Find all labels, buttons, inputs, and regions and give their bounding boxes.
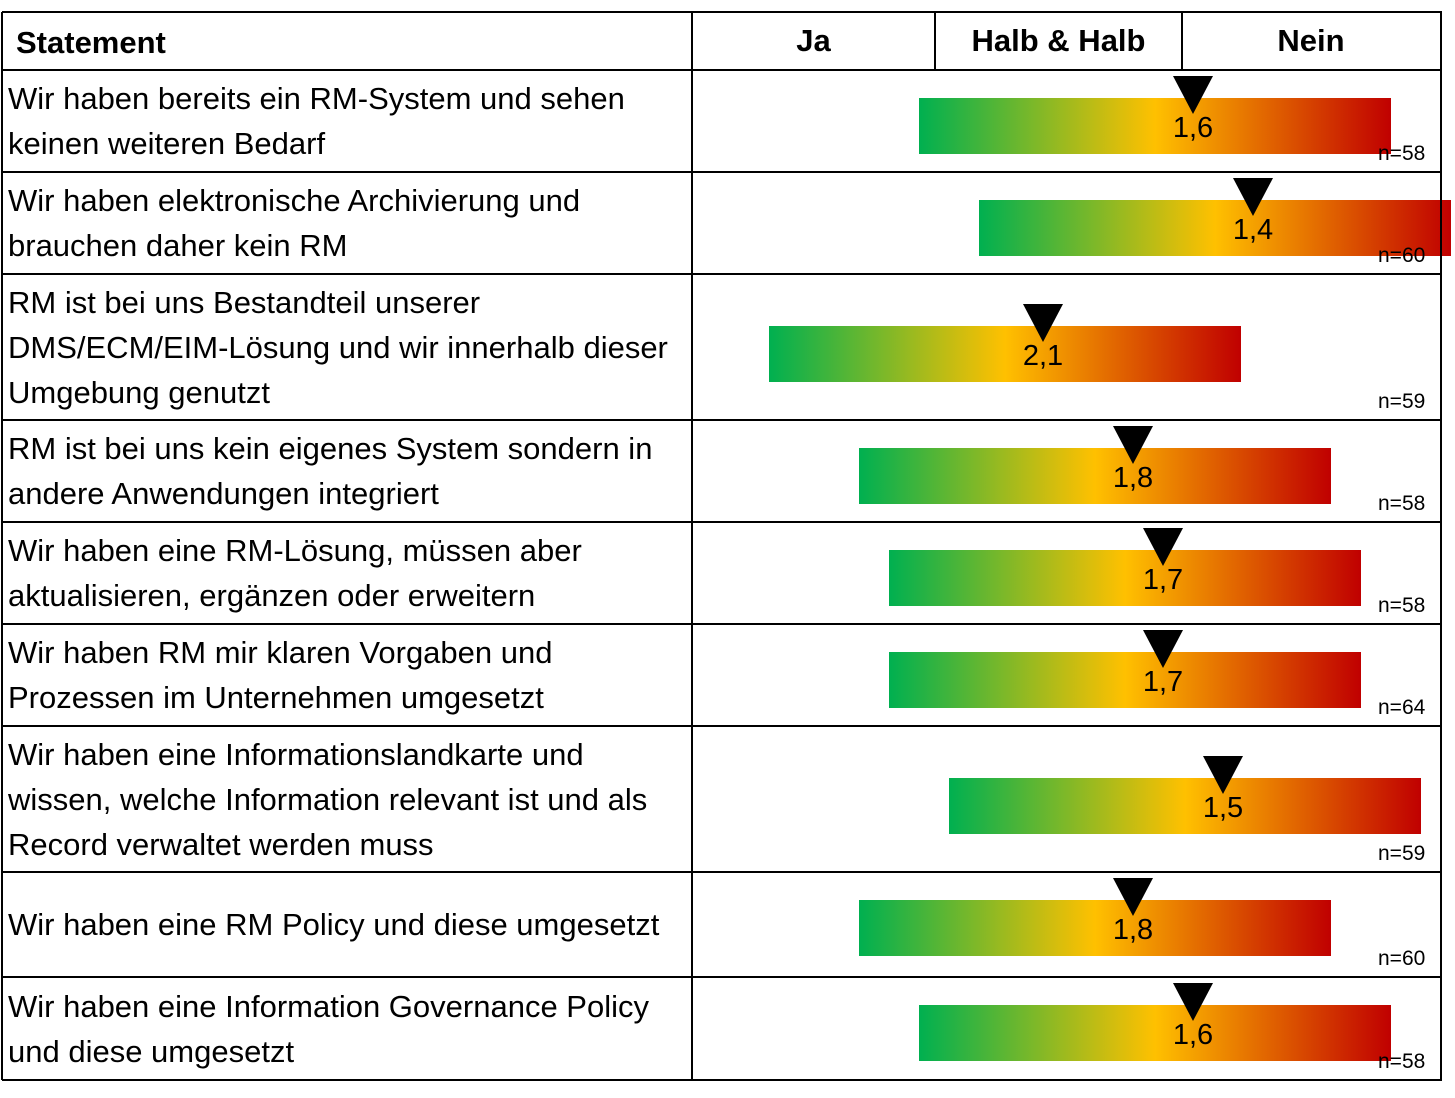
sample-size-label: n=59	[1378, 842, 1426, 865]
gradient-bar	[949, 778, 1422, 834]
row-divider	[2, 871, 1442, 873]
statement-text: Wir haben eine RM-Lösung, müssen aber ak…	[8, 533, 582, 613]
value-label: 2,1	[1022, 340, 1064, 372]
sample-size-label: n=59	[1378, 390, 1426, 413]
header-nein: Nein	[1277, 23, 1345, 58]
value-marker	[1113, 426, 1153, 464]
value-label: 1,6	[1172, 1019, 1214, 1051]
sample-size-label: n=58	[1378, 1050, 1426, 1073]
value-label: 1,8	[1112, 914, 1154, 946]
header-ja: Ja	[796, 23, 831, 58]
value-marker	[1173, 983, 1213, 1021]
value-label: 1,5	[1202, 792, 1244, 824]
value-label: 1,4	[1232, 214, 1274, 246]
row-divider	[2, 976, 1442, 978]
value-label: 1,8	[1112, 462, 1154, 494]
gradient-bar	[889, 652, 1362, 708]
header-statement: Statement	[16, 25, 166, 60]
gradient-bar	[919, 98, 1392, 154]
value-label: 1,6	[1172, 112, 1214, 144]
statement-text: Wir haben bereits ein RM-System und sehe…	[8, 81, 625, 161]
row-divider	[2, 623, 1442, 625]
sample-size-label: n=58	[1378, 594, 1426, 617]
gradient-bar	[859, 900, 1332, 956]
sample-size-label: n=58	[1378, 142, 1426, 165]
row-divider	[2, 69, 1442, 71]
statement-text: Wir haben eine Information Governance Po…	[8, 988, 649, 1069]
statement-text: Wir haben elektronische Archivierung und…	[8, 183, 581, 263]
header-halb-und-halb: Halb & Halb	[971, 23, 1146, 58]
value-label: 1,7	[1142, 564, 1184, 596]
statement-text: Wir haben eine Informationslandkarte und…	[8, 736, 648, 862]
table-border-top	[2, 11, 1442, 13]
value-marker	[1143, 528, 1183, 566]
row-divider	[2, 419, 1442, 421]
sample-size-label: n=64	[1378, 696, 1426, 719]
sample-size-label: n=60	[1378, 244, 1426, 267]
statement-text: RM ist bei uns kein eigenes System sonde…	[8, 431, 653, 511]
gradient-bar	[919, 1005, 1392, 1061]
sample-size-label: n=58	[1378, 492, 1426, 515]
value-marker	[1113, 878, 1153, 916]
gradient-bar	[859, 448, 1332, 504]
table-border-left	[1, 12, 3, 1080]
statement-text: Wir haben eine RM Policy und diese umges…	[8, 907, 660, 942]
header-divider	[1181, 12, 1183, 70]
statement-text: RM ist bei uns Bestandteil unserer DMS/E…	[8, 284, 668, 410]
table-border-bottom	[2, 1079, 1442, 1081]
header-divider	[934, 12, 936, 70]
column-divider	[691, 12, 693, 1080]
statement-text: Wir haben RM mir klaren Vorgaben und Pro…	[8, 635, 553, 715]
row-divider	[2, 171, 1442, 173]
value-marker	[1143, 630, 1183, 668]
row-divider	[2, 521, 1442, 523]
row-divider	[2, 273, 1442, 275]
row-divider	[2, 725, 1442, 727]
sample-size-label: n=60	[1378, 947, 1426, 970]
table-border-right	[1440, 12, 1442, 1080]
gradient-bar	[889, 550, 1362, 606]
gradient-bar	[769, 326, 1242, 382]
value-marker	[1173, 76, 1213, 114]
value-marker	[1203, 756, 1243, 794]
gradient-bar	[979, 200, 1452, 256]
value-marker	[1233, 178, 1273, 216]
value-label: 1,7	[1142, 666, 1184, 698]
value-marker	[1023, 304, 1063, 342]
